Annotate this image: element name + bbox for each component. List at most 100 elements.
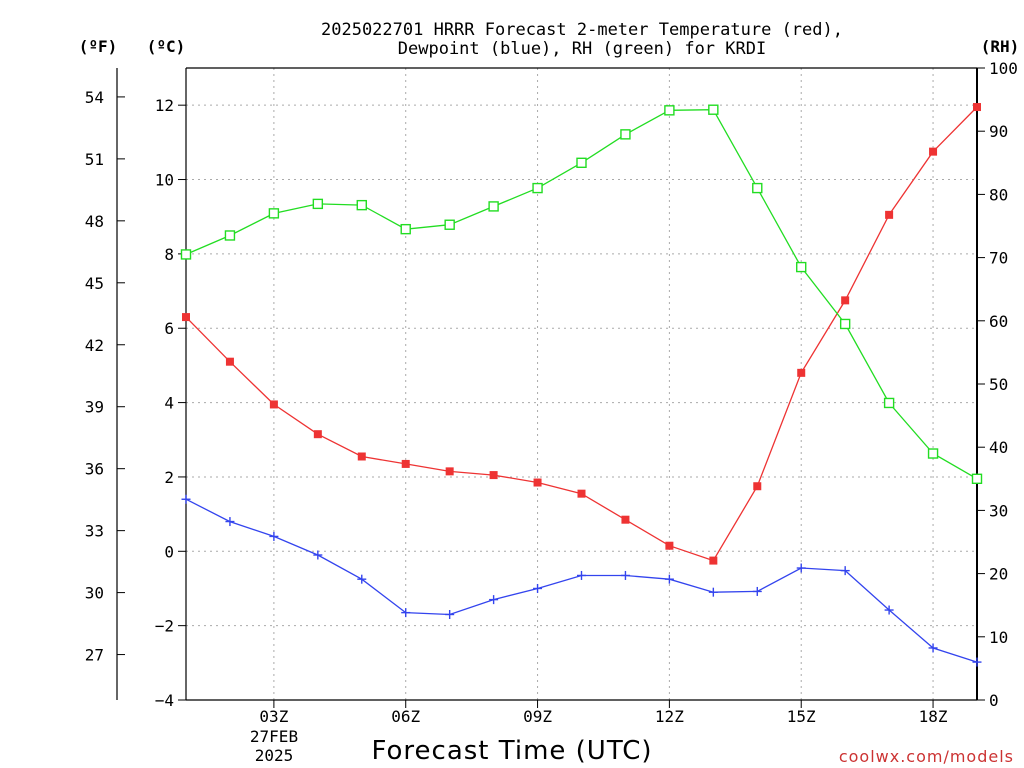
dewpoint-point: [620, 570, 630, 580]
x-tick-label: 18Z: [919, 707, 948, 726]
x-axis-title: Forecast Time (UTC): [371, 736, 652, 766]
rh-tick-label: 90: [989, 122, 1008, 141]
rh-point: [400, 223, 411, 235]
rh-point: [532, 182, 543, 194]
rh-tick-label: 40: [989, 438, 1008, 457]
series-temperature: [182, 103, 981, 565]
chart-title-line1: 2025022701 HRRR Forecast 2-meter Tempera…: [321, 20, 843, 40]
temperature-point: [929, 147, 938, 156]
temperature-point: [577, 489, 586, 498]
fahrenheit-tick-label: 51: [85, 150, 104, 169]
rh-point: [312, 198, 324, 210]
rh-point: [752, 182, 763, 194]
celsius-tick-label: 2: [164, 468, 174, 487]
temperature-point: [225, 357, 234, 366]
celsius-tick-label: 8: [164, 245, 174, 264]
dewpoint-point: [664, 574, 674, 584]
fahrenheit-tick-label: 36: [85, 460, 104, 479]
temperature-point: [533, 478, 542, 487]
x-axis-date-year: 2025: [255, 746, 294, 765]
rh-point: [444, 219, 455, 230]
rh-point: [268, 208, 280, 219]
celsius-axis-unit: (ºC): [147, 37, 186, 56]
temperature-point: [357, 452, 366, 461]
dewpoint-point: [796, 563, 806, 573]
celsius-tick-label: −2: [155, 617, 174, 636]
rh-point: [796, 261, 807, 273]
temperature-point: [753, 482, 762, 491]
rh-point: [708, 104, 719, 115]
rh-tick-label: 30: [989, 501, 1008, 520]
dewpoint-point: [225, 517, 235, 527]
rh-point: [971, 473, 983, 484]
rh-tick-label: 100: [989, 59, 1018, 78]
rh-point: [927, 448, 939, 459]
dewpoint-point: [489, 595, 499, 605]
rh-point: [664, 105, 675, 116]
x-tick-label: 03Z: [259, 707, 288, 726]
dewpoint-point: [972, 657, 982, 667]
temperature-point: [973, 103, 981, 112]
fahrenheit-tick-label: 30: [85, 584, 104, 603]
dewpoint-point: [708, 587, 718, 597]
temperature-point: [182, 313, 190, 322]
temperature-point: [621, 515, 630, 524]
rh-tick-label: 10: [989, 628, 1008, 647]
credit-text: coolwx.com/models: [839, 747, 1014, 766]
tick-labels: −4 −2 0 2 4 6 8 10 12 27 30 33 36 39 42 45 48 51 54 0 10 20 30…: [85, 59, 1018, 726]
temperature-point: [489, 471, 498, 480]
dewpoint-point: [269, 531, 279, 541]
rh-tick-label: 70: [989, 249, 1008, 268]
rh-axis-unit: (RH): [981, 37, 1020, 56]
fahrenheit-axis-unit: (ºF): [79, 37, 118, 56]
dewpoint-point: [928, 643, 938, 653]
rh-point: [180, 249, 192, 260]
temperature-point: [885, 210, 894, 219]
x-tick-label: 12Z: [655, 707, 684, 726]
rh-tick-label: 20: [989, 565, 1008, 584]
fahrenheit-tick-label: 42: [85, 336, 104, 355]
axes: [116, 67, 985, 708]
series-dewpoint: [181, 494, 982, 667]
fahrenheit-tick-label: 27: [85, 646, 104, 665]
rh-point: [620, 129, 631, 140]
temperature-point: [401, 459, 410, 468]
x-axis-date-day: 27FEB: [250, 727, 298, 746]
x-tick-label: 06Z: [391, 707, 420, 726]
rh-tick-label: 0: [989, 691, 999, 710]
celsius-tick-label: 10: [155, 171, 174, 190]
dewpoint-point: [533, 583, 543, 593]
fahrenheit-tick-label: 45: [85, 274, 104, 293]
celsius-tick-label: 12: [155, 96, 174, 115]
temperature-point: [797, 368, 806, 377]
temperature-point: [445, 467, 454, 476]
fahrenheit-tick-label: 48: [85, 212, 104, 231]
x-tick-label: 15Z: [787, 707, 816, 726]
temperature-point: [841, 296, 850, 305]
chart-title-line2: Dewpoint (blue), RH (green) for KRDI: [398, 39, 766, 59]
rh-point: [883, 397, 895, 409]
x-tick-label: 09Z: [523, 707, 552, 726]
series-rh: [180, 104, 983, 484]
dewpoint-point: [181, 494, 191, 504]
dewpoint-point: [840, 566, 850, 576]
fahrenheit-tick-label: 33: [85, 522, 104, 541]
series-line-dewpoint: [185, 498, 978, 663]
temperature-point: [665, 541, 674, 550]
fahrenheit-tick-label: 39: [85, 398, 104, 417]
dewpoint-point: [401, 608, 411, 618]
rh-tick-label: 50: [989, 375, 1008, 394]
rh-tick-label: 80: [989, 185, 1008, 204]
temperature-point: [709, 556, 718, 565]
dewpoint-point: [357, 574, 367, 584]
dewpoint-point: [752, 586, 762, 596]
rh-tick-label: 60: [989, 312, 1008, 331]
celsius-tick-label: 6: [164, 319, 174, 338]
dewpoint-point: [445, 609, 455, 619]
rh-point: [576, 157, 587, 169]
rh-point: [356, 199, 367, 211]
fahrenheit-tick-label: 54: [85, 88, 104, 107]
dewpoint-point: [884, 605, 894, 615]
celsius-tick-label: −4: [155, 691, 174, 710]
rh-point: [488, 201, 499, 212]
